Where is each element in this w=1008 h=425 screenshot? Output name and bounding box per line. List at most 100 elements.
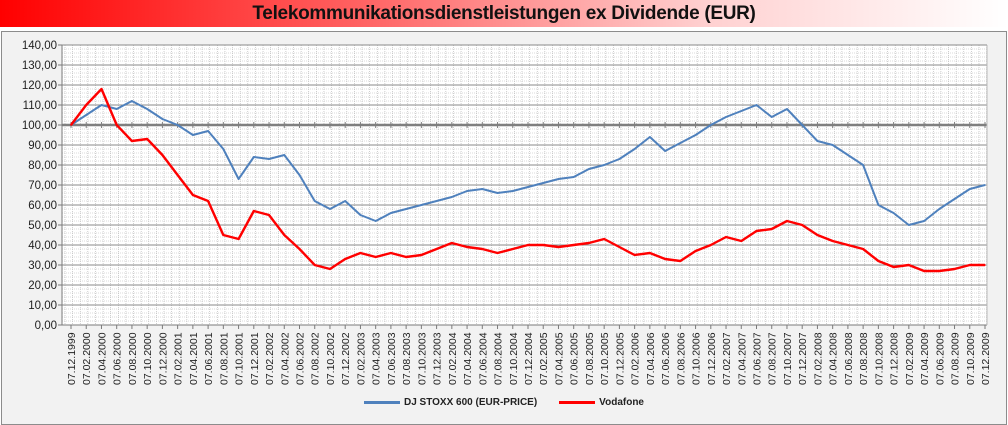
data-point-stoxx [466, 190, 468, 192]
legend-label-vodafone: Vodafone [599, 397, 644, 408]
data-point-stoxx [359, 214, 362, 216]
data-point-vodafone [131, 140, 133, 142]
data-point-vodafone [374, 256, 377, 258]
data-point-stoxx [710, 124, 712, 126]
x-tick-label: 07.04.2000 [96, 332, 108, 385]
data-point-stoxx [268, 158, 270, 160]
data-point-stoxx [313, 200, 316, 202]
y-tick-label: 80,00 [28, 160, 57, 172]
x-tick-label: 07.06.2009 [934, 332, 946, 385]
data-point-vodafone [511, 248, 514, 250]
x-tick-label: 07.06.2004 [477, 332, 489, 385]
x-tick-label: 07.02.2003 [355, 332, 367, 385]
x-tick-label: 07.02.2009 [904, 332, 916, 385]
legend-label-stoxx: DJ STOXX 600 (EUR-PRICE) [403, 397, 538, 408]
data-point-stoxx [953, 198, 956, 200]
y-tick-label: 130,00 [22, 60, 57, 72]
x-tick-label: 07.12.2003 [432, 332, 444, 385]
y-tick-label: 100,00 [22, 120, 57, 132]
data-point-stoxx [115, 108, 118, 110]
data-point-stoxx [176, 124, 179, 126]
x-tick-label: 07.04.2001 [188, 332, 200, 385]
x-tick-label: 07.06.2005 [569, 332, 581, 385]
data-point-vodafone [420, 254, 423, 256]
data-point-stoxx [786, 108, 788, 110]
data-point-vodafone [359, 252, 362, 254]
data-point-vodafone [877, 260, 880, 262]
x-tick-label: 07.04.2003 [371, 332, 383, 385]
data-point-vodafone [390, 252, 392, 254]
x-tick-label: 07.08.2009 [950, 332, 962, 385]
data-point-vodafone [85, 104, 88, 106]
data-point-stoxx [481, 188, 484, 190]
y-tick-label: 0,00 [35, 320, 57, 332]
data-point-vodafone [70, 124, 72, 126]
data-point-vodafone [710, 244, 712, 246]
data-point-vodafone [770, 228, 773, 230]
x-tick-label: 07.08.2006 [675, 332, 687, 385]
data-point-vodafone [344, 258, 347, 260]
data-point-stoxx [237, 178, 240, 180]
data-point-stoxx [877, 204, 880, 206]
data-point-vodafone [892, 266, 895, 268]
data-point-vodafone [405, 256, 407, 258]
data-point-stoxx [511, 190, 514, 192]
x-tick-label: 07.08.2005 [584, 332, 596, 385]
x-tick-label: 07.12.2006 [706, 332, 718, 385]
x-tick-label: 07.02.2004 [447, 332, 459, 385]
x-tick-label: 07.10.2003 [416, 332, 428, 385]
x-tick-label: 07.04.2008 [828, 332, 840, 385]
x-tick-label: 07.02.2002 [264, 332, 276, 385]
data-point-vodafone [831, 240, 834, 242]
data-point-stoxx [816, 140, 819, 142]
data-point-vodafone [953, 268, 956, 270]
x-tick-label: 07.02.2000 [81, 332, 93, 385]
x-tick-label: 07.12.2009 [980, 332, 992, 385]
data-point-stoxx [420, 204, 423, 206]
data-point-stoxx [283, 154, 286, 156]
data-point-vodafone [603, 238, 605, 240]
y-tick-label: 120,00 [22, 80, 57, 92]
data-point-vodafone [115, 124, 118, 126]
x-tick-label: 07.02.2001 [173, 332, 185, 385]
data-point-vodafone [801, 224, 803, 226]
x-tick-label: 07.08.2001 [218, 332, 230, 385]
x-tick-label: 07.08.2000 [127, 332, 139, 385]
y-tick-label: 30,00 [28, 260, 57, 272]
data-point-stoxx [694, 134, 697, 136]
data-point-vodafone [527, 244, 529, 246]
data-point-stoxx [755, 104, 758, 106]
data-point-vodafone [862, 248, 864, 250]
data-point-stoxx [496, 192, 499, 194]
data-point-vodafone [329, 268, 331, 270]
data-point-stoxx [405, 208, 407, 210]
data-point-vodafone [176, 174, 179, 176]
data-point-vodafone [786, 220, 788, 222]
data-point-stoxx [344, 200, 347, 202]
data-point-vodafone [283, 234, 286, 236]
data-point-vodafone [435, 248, 438, 250]
data-point-stoxx [253, 156, 255, 158]
data-point-stoxx [435, 200, 438, 202]
x-tick-label: 07.12.2004 [523, 332, 535, 385]
data-point-vodafone [968, 264, 971, 266]
x-tick-label: 07.04.2004 [462, 332, 474, 385]
data-point-vodafone [588, 242, 590, 244]
chart-title: Telekommunikationsdienstleistungen ex Di… [252, 3, 756, 24]
data-point-vodafone [161, 154, 164, 156]
y-tick-label: 20,00 [28, 280, 57, 292]
data-point-stoxx [968, 188, 971, 190]
data-point-vodafone [923, 270, 925, 272]
data-point-stoxx [603, 164, 605, 166]
x-tick-label: 07.12.2002 [340, 332, 352, 385]
y-tick-label: 50,00 [28, 220, 57, 232]
data-point-stoxx [984, 184, 986, 186]
data-point-vodafone [694, 250, 697, 252]
x-tick-label: 07.04.2006 [645, 332, 657, 385]
x-tick-label: 07.10.2006 [691, 332, 703, 385]
data-point-vodafone [100, 88, 103, 90]
x-tick-label: 07.12.2007 [797, 332, 809, 385]
data-point-vodafone [618, 246, 621, 248]
x-tick-label: 07.10.2004 [508, 332, 520, 385]
x-tick-label: 07.08.2007 [767, 332, 779, 385]
